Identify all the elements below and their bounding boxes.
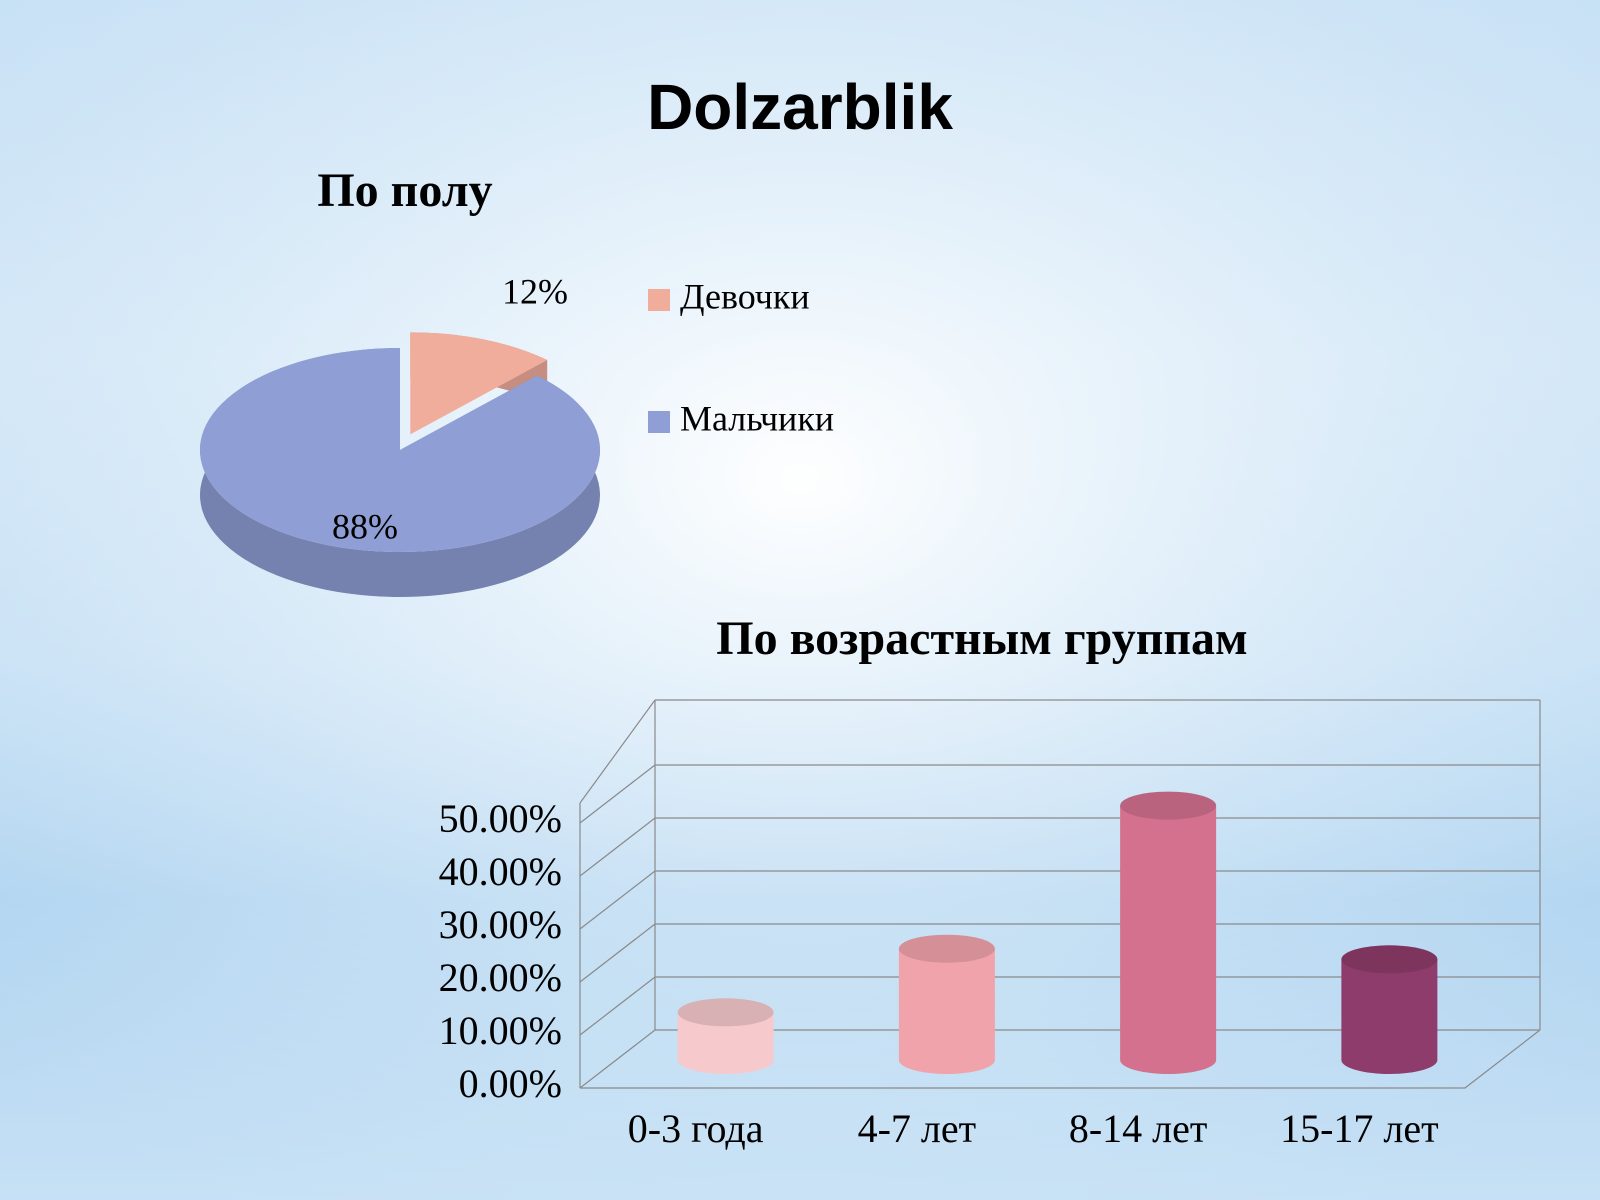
y-tick-label: 20.00%: [439, 955, 562, 1000]
grid-line: [579, 923, 656, 983]
legend-swatch: [648, 289, 670, 311]
grid-line: [579, 1029, 656, 1089]
slide-title: Dolzarblik: [647, 71, 953, 143]
side-wall-edge: [579, 699, 656, 804]
floor: [580, 1029, 1541, 1089]
bar: [898, 948, 995, 1074]
chart-title: По возрастным группам: [716, 612, 1248, 665]
grid-line: [579, 976, 656, 1036]
y-tick-label: 10.00%: [439, 1008, 562, 1053]
legend-swatch: [648, 411, 670, 433]
legend-label: Мальчики: [680, 398, 834, 438]
y-tick-label: 50.00%: [439, 796, 562, 841]
grid-line: [579, 764, 656, 824]
grid-line: [579, 870, 656, 930]
grid-line: [579, 817, 656, 877]
bar-top: [677, 998, 774, 1027]
pie-slice: [410, 332, 548, 435]
data-label: 12%: [502, 271, 568, 311]
x-tick-label: 4-7 лет: [858, 1106, 977, 1151]
bar: [1341, 959, 1438, 1074]
y-tick-label: 0.00%: [459, 1061, 562, 1106]
x-tick-label: 0-3 года: [628, 1106, 764, 1151]
legend-label: Девочки: [680, 276, 810, 316]
data-label: 88%: [332, 506, 398, 546]
x-tick-label: 15-17 лет: [1280, 1106, 1439, 1151]
bar-top: [1341, 945, 1438, 974]
pie-slice: [199, 348, 600, 553]
bar: [677, 1012, 774, 1074]
y-tick-label: 30.00%: [439, 902, 562, 947]
x-tick-label: 8-14 лет: [1069, 1106, 1208, 1151]
y-tick-label: 40.00%: [439, 849, 562, 894]
bar: [1120, 805, 1217, 1074]
bar-top: [1120, 791, 1217, 820]
bar-top: [898, 934, 995, 963]
chart-title: По полу: [317, 164, 492, 217]
